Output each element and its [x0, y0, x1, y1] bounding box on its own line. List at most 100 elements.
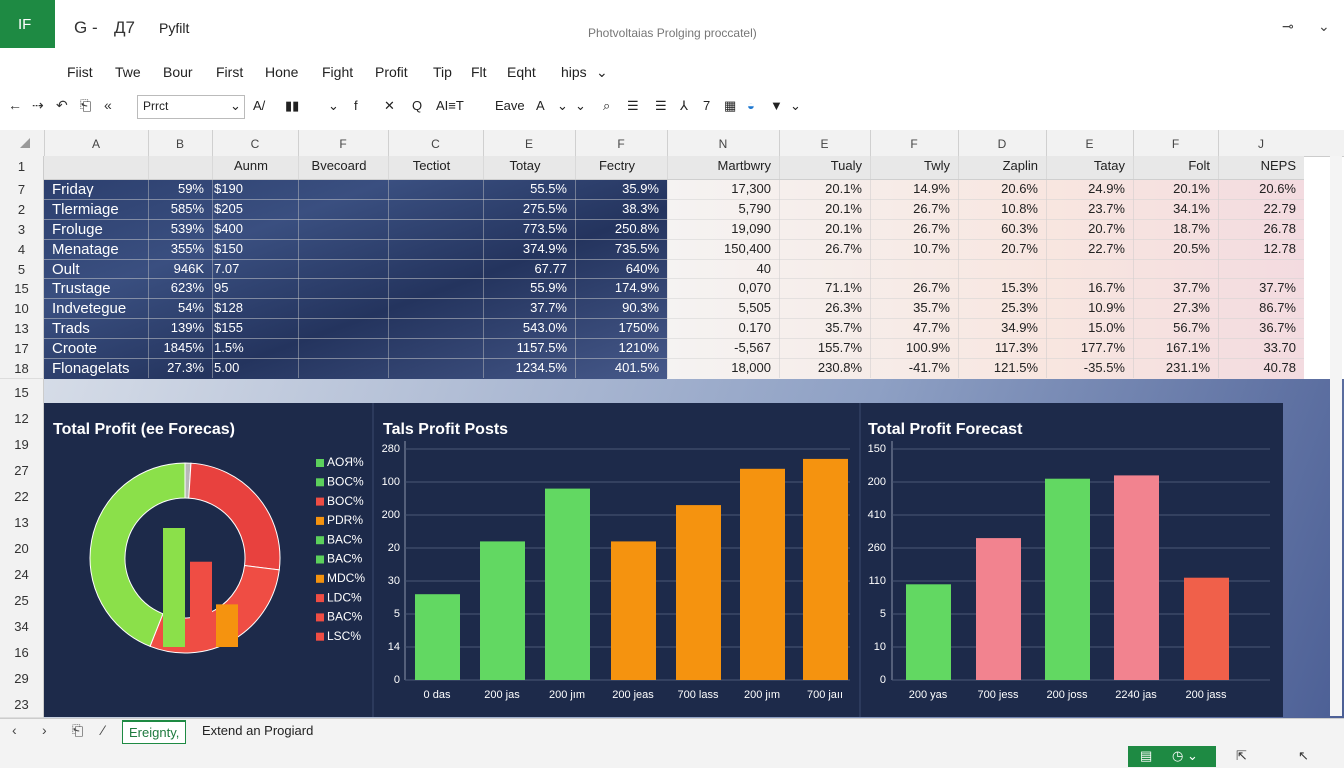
- window-control[interactable]: ⊸: [1282, 18, 1294, 34]
- cell[interactable]: Tualy: [830, 158, 862, 173]
- menu-item[interactable]: Fiist: [67, 64, 93, 80]
- cell[interactable]: -35.5%: [1083, 360, 1125, 375]
- cell[interactable]: 150,400: [724, 241, 771, 256]
- cell[interactable]: 20.1%: [825, 221, 862, 236]
- cell[interactable]: 35.7%: [913, 300, 950, 315]
- status-icon[interactable]: ⇱: [1236, 748, 1247, 763]
- cell[interactable]: 585%: [170, 201, 204, 216]
- toolbar-item[interactable]: ⅄: [680, 98, 688, 113]
- cell[interactable]: 38.3%: [622, 201, 659, 216]
- cell[interactable]: Oult: [52, 261, 80, 278]
- cell[interactable]: 59%: [177, 181, 204, 196]
- cell[interactable]: $190: [214, 181, 243, 196]
- cell[interactable]: $128: [214, 300, 243, 315]
- cell[interactable]: 10.7%: [913, 241, 950, 256]
- status-icon[interactable]: ◷ ⌄: [1172, 748, 1198, 763]
- toolbar-item[interactable]: ⌄: [575, 98, 586, 113]
- toolbar-icon[interactable]: ←: [8, 97, 22, 113]
- column-header[interactable]: E: [524, 137, 533, 151]
- cell[interactable]: 55.5%: [530, 181, 567, 196]
- cell[interactable]: 20.5%: [1173, 241, 1210, 256]
- cell[interactable]: Aunm: [234, 158, 268, 173]
- sheet-tab[interactable]: Ereignty,: [122, 720, 187, 744]
- cell[interactable]: -5,567: [734, 340, 771, 355]
- cell[interactable]: 26.78: [1263, 221, 1296, 236]
- cell[interactable]: 401.5%: [614, 360, 659, 375]
- cell[interactable]: 20.1%: [825, 181, 862, 196]
- cell[interactable]: Flonagelats: [52, 360, 130, 377]
- column-header[interactable]: F: [339, 137, 347, 151]
- cell[interactable]: Trads: [52, 320, 90, 337]
- cell[interactable]: Martbwry: [717, 158, 771, 173]
- cell[interactable]: 0.170: [738, 320, 771, 335]
- toolbar-item[interactable]: ⌄: [328, 98, 339, 113]
- cell[interactable]: 40: [756, 261, 771, 276]
- toolbar-icon[interactable]: «: [104, 97, 112, 113]
- cell[interactable]: 14.9%: [913, 181, 950, 196]
- cell[interactable]: 90.3%: [622, 300, 659, 315]
- cell[interactable]: 27.3%: [1173, 300, 1210, 315]
- cell[interactable]: 24.9%: [1088, 181, 1125, 196]
- cell[interactable]: 35.9%: [622, 181, 659, 196]
- cell[interactable]: 139%: [170, 320, 204, 335]
- cell[interactable]: 67.77: [534, 261, 567, 276]
- tab-nav[interactable]: ‹: [12, 722, 17, 738]
- cell[interactable]: Trustage: [52, 280, 111, 297]
- cell[interactable]: 230.8%: [817, 360, 862, 375]
- tab-nav[interactable]: ⎗: [72, 722, 84, 738]
- toolbar-item[interactable]: AI≡T: [436, 98, 464, 113]
- cell[interactable]: Croote: [52, 340, 98, 357]
- cell[interactable]: 27.3%: [167, 360, 204, 375]
- cell[interactable]: 26.7%: [913, 201, 950, 216]
- toolbar-item[interactable]: A/: [253, 98, 266, 113]
- cell[interactable]: 543.0%: [522, 320, 567, 335]
- toolbar-item[interactable]: ⌄: [557, 98, 568, 113]
- cell[interactable]: 34.1%: [1173, 201, 1210, 216]
- cell[interactable]: Indvetegue: [52, 300, 127, 317]
- cell[interactable]: 0,070: [738, 280, 771, 295]
- toolbar-item[interactable]: 7: [703, 98, 711, 113]
- cell[interactable]: 275.5%: [522, 201, 567, 216]
- tab-nav[interactable]: ⁄: [102, 722, 105, 738]
- column-header[interactable]: A: [91, 137, 100, 151]
- cell[interactable]: 177.7%: [1080, 340, 1125, 355]
- cell[interactable]: 117.3%: [994, 340, 1038, 355]
- cell[interactable]: 5,790: [738, 201, 771, 216]
- status-icon[interactable]: ↖: [1298, 748, 1309, 763]
- toolbar-item[interactable]: ◒: [747, 98, 755, 113]
- cell[interactable]: 26.3%: [825, 300, 862, 315]
- cell[interactable]: 1157.5%: [516, 340, 567, 355]
- toolbar-icon[interactable]: ⇢: [32, 97, 44, 113]
- tab-nav[interactable]: ›: [42, 722, 47, 738]
- cell[interactable]: 640%: [625, 261, 659, 276]
- cell[interactable]: 25.3%: [1001, 300, 1038, 315]
- cell[interactable]: Tatay: [1093, 158, 1125, 173]
- cell[interactable]: Twly: [924, 158, 950, 173]
- cell[interactable]: 946K: [173, 261, 204, 276]
- toolbar-item[interactable]: ⌕: [603, 98, 611, 113]
- cell[interactable]: 15.3%: [1001, 280, 1038, 295]
- cell[interactable]: Bvecoard: [311, 158, 367, 173]
- column-header[interactable]: C: [431, 137, 440, 151]
- cell[interactable]: 47.7%: [913, 320, 950, 335]
- cell[interactable]: 55.9%: [530, 280, 567, 295]
- menu-item[interactable]: Flt: [471, 64, 487, 80]
- cell[interactable]: 374.9%: [522, 241, 567, 256]
- menu-item[interactable]: Bour: [163, 64, 193, 80]
- cell[interactable]: 23.7%: [1088, 201, 1125, 216]
- column-header[interactable]: E: [1085, 137, 1094, 151]
- cell[interactable]: 20.6%: [1001, 181, 1038, 196]
- column-header[interactable]: D: [997, 137, 1007, 151]
- cell[interactable]: 1234.5%: [515, 360, 567, 375]
- cell[interactable]: 26.7%: [913, 221, 950, 236]
- cell[interactable]: $205: [214, 201, 243, 216]
- cell[interactable]: 100.9%: [905, 340, 950, 355]
- toolbar-item[interactable]: ⌄: [790, 98, 801, 113]
- column-header[interactable]: C: [250, 137, 260, 151]
- cell[interactable]: 56.7%: [1173, 320, 1210, 335]
- menu-item[interactable]: First: [216, 64, 244, 80]
- menu-item[interactable]: ⌄: [596, 64, 608, 80]
- menu-item[interactable]: hips: [561, 64, 587, 80]
- font-name[interactable]: Prrct: [143, 99, 169, 113]
- column-header[interactable]: N: [718, 137, 728, 151]
